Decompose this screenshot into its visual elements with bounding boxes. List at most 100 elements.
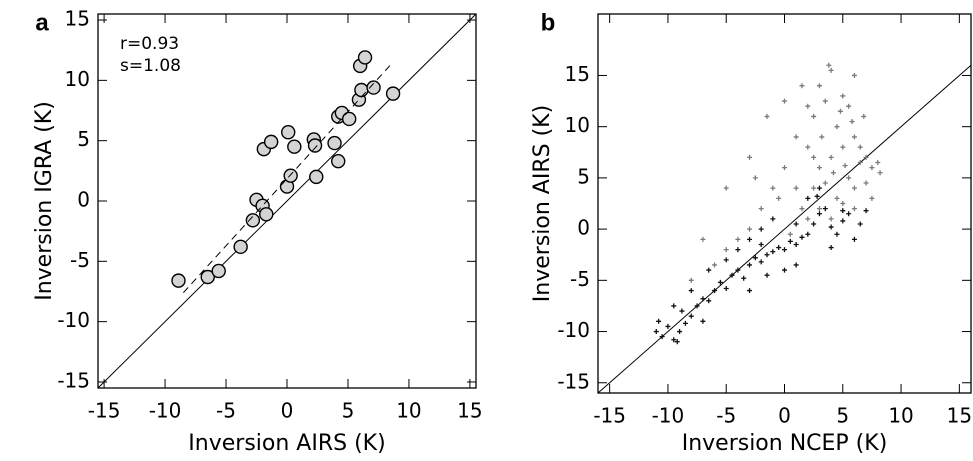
point: [846, 103, 852, 109]
point: [840, 208, 846, 214]
y-tick-label: -15: [557, 369, 590, 393]
point: [341, 111, 357, 127]
point: [688, 288, 694, 294]
point: [171, 273, 186, 288]
point: [752, 255, 758, 261]
point: [245, 213, 261, 228]
point: [816, 165, 822, 171]
point: [758, 226, 764, 232]
point: [846, 211, 852, 217]
x-tick-label: -5: [216, 399, 236, 423]
point: [811, 154, 817, 160]
point: [863, 180, 869, 186]
point: [857, 221, 863, 227]
point: [700, 296, 706, 302]
point: [822, 98, 828, 104]
point: [671, 337, 677, 343]
point: [712, 262, 718, 268]
point: [834, 231, 840, 237]
point: [805, 103, 811, 109]
point: [828, 216, 834, 222]
point: [782, 267, 787, 273]
point: [840, 218, 846, 224]
point: [706, 298, 712, 304]
point: [677, 329, 683, 335]
point: [723, 247, 729, 253]
x-tick-label: 15: [457, 399, 482, 423]
point: [811, 185, 817, 191]
y-tick-label: 5: [577, 164, 590, 188]
point: [688, 277, 694, 283]
annotation: r=0.93: [120, 34, 179, 54]
point: [816, 206, 822, 212]
point: [863, 154, 869, 160]
x-axis-label: Inversion NCEP (K): [682, 431, 888, 456]
point: [682, 320, 688, 326]
point: [656, 318, 662, 324]
point: [875, 160, 881, 166]
x-tick-label: -15: [88, 399, 121, 423]
point: [793, 185, 799, 191]
x-tick-label: 0: [778, 404, 791, 428]
point: [287, 139, 302, 154]
point: [354, 82, 369, 98]
point: [846, 175, 852, 181]
y-tick-label: 5: [77, 127, 90, 151]
point: [735, 267, 741, 273]
point: [723, 257, 729, 263]
point: [671, 303, 677, 309]
point: [283, 168, 298, 183]
point: [863, 208, 869, 214]
point: [747, 262, 753, 268]
x-tick-label: 10: [888, 404, 913, 428]
point: [816, 83, 822, 89]
point: [805, 231, 811, 237]
point: [869, 195, 875, 201]
y-tick-label: -10: [557, 318, 590, 342]
point: [877, 170, 883, 176]
point: [327, 135, 342, 151]
y-axis-label: Inversion AIRS (K): [530, 105, 555, 302]
point: [735, 247, 741, 253]
point: [747, 288, 753, 294]
point: [822, 206, 828, 212]
point: [747, 226, 753, 232]
point: [849, 119, 855, 125]
point: [717, 279, 723, 285]
point: [700, 318, 706, 324]
y-axis-label: Inversion IGRA (K): [32, 101, 57, 301]
point: [805, 195, 811, 201]
point: [752, 175, 758, 181]
point: [782, 98, 787, 104]
x-tick-label: -10: [652, 404, 685, 428]
point: [694, 303, 700, 309]
point: [840, 144, 846, 150]
point: [787, 238, 793, 244]
x-axis-label: Inversion AIRS (K): [188, 431, 385, 456]
point: [659, 334, 665, 340]
x-tick-label: 5: [342, 399, 355, 423]
point: [837, 108, 843, 114]
point: [741, 275, 747, 281]
point: [814, 193, 820, 199]
point: [770, 185, 776, 191]
point: [830, 170, 836, 176]
point: [764, 272, 770, 278]
point: [665, 323, 671, 329]
point: [805, 216, 811, 222]
point: [723, 286, 729, 292]
point: [706, 267, 712, 273]
identity-line: [597, 64, 972, 394]
point: [357, 50, 373, 65]
point: [857, 160, 863, 166]
point: [233, 239, 248, 255]
point: [840, 201, 846, 206]
point: [811, 113, 817, 119]
point: [869, 165, 875, 171]
y-tick-label: 10: [65, 67, 90, 91]
point: [828, 245, 834, 251]
point: [723, 185, 729, 191]
point: [729, 272, 735, 278]
x-tick-label: 0: [281, 399, 294, 423]
point: [793, 221, 799, 227]
